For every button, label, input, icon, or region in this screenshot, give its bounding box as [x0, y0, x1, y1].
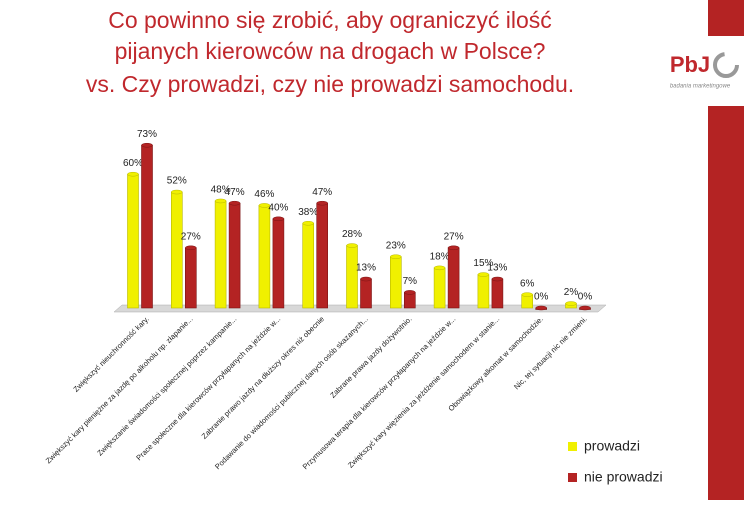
data-label: 38% [298, 207, 318, 218]
data-label: 18% [430, 252, 450, 263]
bar-cap [272, 216, 285, 222]
data-label: 60% [123, 158, 143, 169]
data-label: 47% [225, 187, 245, 198]
bar [171, 191, 183, 309]
bar [127, 173, 139, 309]
bar-cap [346, 243, 358, 248]
data-label: 6% [520, 278, 535, 289]
bar-cap [447, 245, 460, 251]
bar [214, 200, 227, 309]
decor-band [708, 106, 744, 500]
data-label: 23% [386, 240, 406, 251]
bar [346, 245, 358, 309]
bar-cap [477, 272, 490, 277]
bar-cap [433, 265, 446, 271]
bar [272, 218, 285, 309]
data-label: 27% [181, 231, 201, 242]
bar [389, 256, 402, 309]
bar-cap [228, 200, 241, 206]
bar-cap [185, 245, 197, 251]
bar [228, 202, 241, 309]
bar [316, 202, 329, 309]
legend-swatch [568, 442, 577, 451]
legend-label: nie prowadzi [584, 469, 663, 485]
bar-cap [360, 276, 372, 282]
bar [185, 247, 197, 309]
chart-title: Co powinno się zrobić, aby ograniczyć il… [108, 7, 552, 33]
data-label: 0% [578, 292, 593, 303]
data-label: 13% [356, 263, 376, 274]
bar-cap [579, 305, 591, 311]
bar-cap [141, 142, 153, 148]
bar-cap [404, 290, 416, 295]
data-label: 2% [564, 287, 579, 298]
bar-cap [390, 254, 402, 259]
bar-cap [565, 301, 577, 306]
bar [477, 274, 490, 309]
bar-cap [491, 276, 504, 282]
data-label: 73% [137, 129, 157, 140]
bar-cap [214, 198, 227, 204]
bar-cap [535, 305, 547, 311]
logo-tagline: badania marketingowe [670, 84, 731, 90]
bar-cap [258, 203, 271, 208]
data-label: 7% [403, 276, 418, 287]
data-label: 0% [534, 292, 549, 303]
bar [403, 292, 416, 309]
bar-cap [521, 292, 533, 297]
bar [302, 222, 315, 309]
bar [141, 144, 153, 309]
legend-label: prowadzi [584, 438, 640, 454]
data-label: 40% [268, 202, 288, 213]
data-label: 13% [487, 263, 507, 274]
bar [433, 267, 446, 309]
bar [360, 278, 372, 309]
data-label: 15% [473, 258, 493, 269]
bar [447, 247, 460, 309]
bar [258, 205, 271, 309]
chart-title: vs. Czy prowadzi, czy nie prowadzi samoc… [86, 71, 574, 97]
data-label: 47% [312, 187, 332, 198]
bar-cap [171, 189, 183, 195]
logo-ring [713, 52, 739, 78]
bar-cap [316, 200, 328, 206]
data-label: 52% [167, 176, 187, 187]
data-label: 27% [444, 231, 464, 242]
bar-cap [302, 221, 314, 226]
bar-cap [127, 171, 139, 177]
legend-swatch [568, 473, 577, 482]
data-label: 28% [342, 229, 362, 240]
data-label: 48% [211, 185, 231, 196]
chart-title: pijanych kierowców na drogach w Polsce? [115, 38, 546, 64]
data-label: 46% [254, 189, 274, 200]
bar [491, 278, 504, 309]
decor-top [708, 0, 744, 36]
logo: PbJ [670, 52, 710, 77]
